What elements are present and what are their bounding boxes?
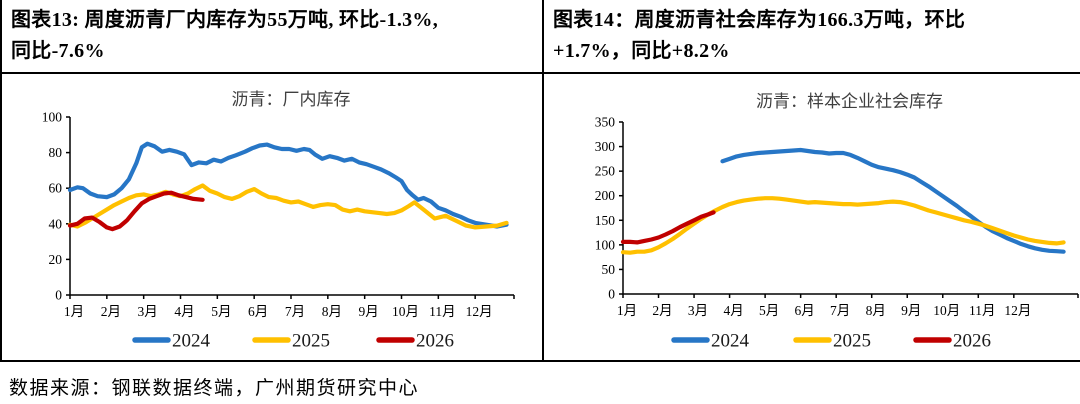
chart-title: 沥青：厂内库存 bbox=[232, 90, 351, 109]
asphalt-social-inventory-chart: 沥青：样本企业社会库存 0 50 100 150 200 250 300 350 1月 2月 3月 4月… bbox=[595, 92, 1079, 352]
figure-table: 图表13: 周度沥青厂内库存为55万吨, 环比-1.3%, 同比-7.6% 沥青… bbox=[0, 0, 1080, 362]
x-tick-label: 7月 bbox=[285, 304, 305, 319]
x-tick-label: 2月 bbox=[652, 303, 672, 318]
figure14-header-line1: 图表14：周度沥青社会库存为166.3万吨，环比 bbox=[553, 9, 966, 31]
series-line-2024 bbox=[67, 141, 509, 229]
series-line-2024 bbox=[720, 147, 1066, 254]
x-tick-label: 1月 bbox=[617, 303, 637, 318]
x-tick-label: 6月 bbox=[248, 304, 268, 319]
legend-label-2026: 2026 bbox=[953, 331, 991, 352]
x-tick-label: 12月 bbox=[1004, 303, 1031, 318]
x-tick-label: 10月 bbox=[392, 304, 419, 319]
y-tick-label: 300 bbox=[595, 139, 616, 154]
legend-label-2024: 2024 bbox=[172, 331, 211, 352]
y-tick-label: 50 bbox=[602, 262, 616, 277]
x-tick-label: 7月 bbox=[830, 303, 850, 318]
x-tick-label: 9月 bbox=[901, 303, 921, 318]
x-tick-label: 5月 bbox=[759, 303, 779, 318]
x-tick-label: 2月 bbox=[101, 304, 121, 319]
y-tick-label: 350 bbox=[595, 115, 616, 130]
x-tick-label: 9月 bbox=[359, 304, 379, 319]
series-line-2025 bbox=[620, 196, 1066, 255]
y-tick-label: 20 bbox=[49, 252, 63, 267]
x-tick-label: 12月 bbox=[466, 304, 493, 319]
x-tick-label: 5月 bbox=[211, 304, 231, 319]
x-tick-label: 3月 bbox=[688, 303, 708, 318]
data-source-note: 数据来源：钢联数据终端，广州期货研究中心 bbox=[9, 378, 420, 399]
x-tick-label: 10月 bbox=[933, 303, 960, 318]
panel-figure14: 图表14：周度沥青社会库存为166.3万吨，环比 +1.7%，同比+8.2% 沥… bbox=[544, 0, 1080, 360]
y-tick-label: 0 bbox=[608, 287, 615, 302]
figure13-header: 图表13: 周度沥青厂内库存为55万吨, 环比-1.3%, 同比-7.6% bbox=[2, 0, 542, 74]
y-tick-label: 100 bbox=[42, 110, 63, 125]
x-tick-label: 3月 bbox=[138, 304, 158, 319]
social-inventory-chart-area: 沥青：样本企业社会库存 0 50 100 150 200 250 300 350 1月 2月 3月 4月… bbox=[544, 74, 1080, 360]
legend-label-2025: 2025 bbox=[292, 331, 330, 352]
figure13-header-line2: 同比-7.6% bbox=[11, 40, 105, 62]
x-tick-label: 11月 bbox=[969, 303, 996, 318]
legend-label-2024: 2024 bbox=[711, 331, 750, 352]
y-tick-label: 250 bbox=[595, 164, 616, 179]
y-tick-label: 150 bbox=[595, 213, 616, 228]
x-tick-label: 4月 bbox=[174, 304, 194, 319]
y-tick-label: 60 bbox=[49, 181, 63, 196]
x-tick-label: 1月 bbox=[64, 304, 84, 319]
x-tick-label: 8月 bbox=[866, 303, 886, 318]
legend-label-2026: 2026 bbox=[416, 331, 454, 352]
y-tick-label: 40 bbox=[49, 216, 63, 231]
y-tick-label: 100 bbox=[595, 237, 616, 252]
y-tick-label: 0 bbox=[55, 288, 62, 303]
x-tick-label: 4月 bbox=[723, 303, 743, 318]
refinery-inventory-chart-area: 沥青：厂内库存 0 20 40 60 80 100 1月 2月 3月 4月 5月 6月 7月 8月 9月 10月… bbox=[2, 74, 542, 360]
asphalt-refinery-inventory-chart: 沥青：厂内库存 0 20 40 60 80 100 1月 2月 3月 4月 5月 6月 7月 8月 9月 10月… bbox=[42, 90, 515, 352]
y-tick-label: 80 bbox=[49, 145, 63, 160]
x-tick-label: 8月 bbox=[322, 304, 342, 319]
y-tick-label: 200 bbox=[595, 188, 616, 203]
legend-label-2025: 2025 bbox=[833, 331, 871, 352]
panel-figure13: 图表13: 周度沥青厂内库存为55万吨, 环比-1.3%, 同比-7.6% 沥青… bbox=[2, 0, 544, 360]
series-line-2026 bbox=[67, 190, 205, 232]
series-line-2026 bbox=[620, 210, 716, 245]
series-line-2025 bbox=[67, 183, 509, 230]
chart-title: 沥青：样本企业社会库存 bbox=[756, 92, 943, 111]
figure14-header-line2: +1.7%，同比+8.2% bbox=[553, 40, 730, 62]
figure13-header-line1: 图表13: 周度沥青厂内库存为55万吨, 环比-1.3%, bbox=[11, 9, 439, 31]
axis-lines bbox=[622, 122, 1078, 295]
figure14-header: 图表14：周度沥青社会库存为166.3万吨，环比 +1.7%，同比+8.2% bbox=[544, 0, 1080, 74]
x-tick-label: 6月 bbox=[795, 303, 815, 318]
x-tick-label: 11月 bbox=[429, 304, 456, 319]
